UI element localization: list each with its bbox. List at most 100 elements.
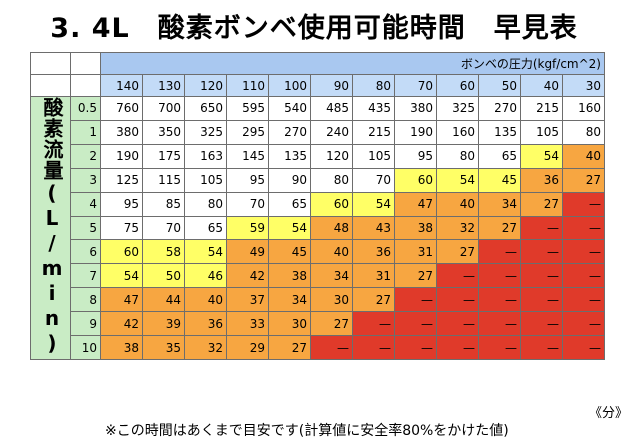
- duration-cell: 760: [100, 96, 143, 121]
- pressure-value-cell: 30: [562, 74, 605, 97]
- duration-cell: 485: [310, 96, 353, 121]
- duration-cell: 46: [184, 263, 227, 289]
- duration-cell: 54: [268, 215, 311, 241]
- flow-rate-cell: 9: [70, 311, 101, 337]
- duration-cell: —: [310, 335, 353, 360]
- duration-cell: 135: [478, 119, 521, 145]
- flow-rate-cell: 0.5: [70, 96, 101, 121]
- table-row: 1 380 350 325 295 270 240 215 190 160 135 105 80: [31, 119, 605, 145]
- duration-cell: 48: [310, 215, 353, 241]
- table-row: 2 190 175 163 145 135 120 105 95 80 65 54 40: [31, 143, 605, 169]
- flow-rate-cell: 2: [70, 143, 101, 169]
- duration-cell: 105: [352, 143, 395, 169]
- pressure-value-cell: 130: [142, 74, 185, 97]
- duration-cell: 40: [436, 191, 479, 217]
- duration-cell: 650: [184, 96, 227, 121]
- duration-cell: 325: [184, 119, 227, 145]
- footnote: ※この時間はあくまで目安です(計算値に安全率80%をかけた値): [105, 423, 509, 439]
- duration-cell: 39: [142, 311, 185, 337]
- duration-cell: 27: [436, 239, 479, 265]
- table-row: 7 54 50 46 42 38 34 31 27— — — —: [31, 263, 605, 289]
- duration-cell: 215: [352, 119, 395, 145]
- duration-cell: 34: [268, 287, 311, 313]
- duration-cell: 70: [352, 167, 395, 193]
- pressure-value-cell: 100: [268, 74, 311, 97]
- duration-cell: 80: [310, 167, 353, 193]
- duration-cell: 27: [268, 335, 311, 360]
- duration-cell: 31: [394, 239, 437, 265]
- duration-cell: —: [562, 311, 605, 337]
- duration-cell: 36: [184, 311, 227, 337]
- duration-cell: —: [478, 311, 521, 337]
- duration-cell: 105: [184, 167, 227, 193]
- corner-cell: [30, 52, 71, 75]
- duration-cell: 37: [226, 287, 269, 313]
- duration-cell: 42: [226, 263, 269, 289]
- duration-cell: —: [352, 311, 395, 337]
- duration-cell: 325: [436, 96, 479, 121]
- duration-cell: 95: [226, 167, 269, 193]
- duration-cell: 190: [394, 119, 437, 145]
- unit-note: 《分》: [589, 406, 628, 421]
- pressure-values-row: 140 130 120 110 100 90 80 70 60 50 40 30: [30, 74, 605, 97]
- duration-cell: 65: [478, 143, 521, 169]
- duration-cell: —: [478, 335, 521, 360]
- duration-cell: 32: [184, 335, 227, 360]
- duration-cell: 27: [520, 191, 563, 217]
- flow-rate-cell: 4: [70, 191, 101, 217]
- duration-cell: 31: [352, 263, 395, 289]
- duration-cell: 60: [394, 167, 437, 193]
- duration-cell: 160: [436, 119, 479, 145]
- duration-cell: 32: [436, 215, 479, 241]
- duration-cell: —: [478, 263, 521, 289]
- duration-cell: 95: [394, 143, 437, 169]
- duration-cell: 27: [352, 287, 395, 313]
- duration-cell: —: [352, 335, 395, 360]
- duration-cell: 295: [226, 119, 269, 145]
- duration-cell: 35: [142, 335, 185, 360]
- duration-cell: 54: [184, 239, 227, 265]
- duration-cell: 163: [184, 143, 227, 169]
- pressure-value-cell: 90: [310, 74, 353, 97]
- duration-cell: 58: [142, 239, 185, 265]
- duration-cell: 65: [184, 215, 227, 241]
- pressure-value-cell: 80: [352, 74, 395, 97]
- duration-cell: 27: [394, 263, 437, 289]
- duration-cell: 44: [142, 287, 185, 313]
- duration-cell: —: [436, 263, 479, 289]
- page-title: 3. 4L 酸素ボンベ使用可能時間 早見表: [50, 13, 578, 44]
- pressure-value-cell: 140: [100, 74, 143, 97]
- duration-cell: 85: [142, 191, 185, 217]
- duration-cell: 40: [310, 239, 353, 265]
- duration-cell: 45: [478, 167, 521, 193]
- duration-cell: 120: [310, 143, 353, 169]
- duration-cell: —: [520, 335, 563, 360]
- duration-cell: 80: [184, 191, 227, 217]
- duration-cell: —: [478, 239, 521, 265]
- duration-cell: —: [520, 215, 563, 241]
- duration-cell: 27: [310, 311, 353, 337]
- duration-cell: 75: [100, 215, 143, 241]
- pressure-value-cell: 70: [394, 74, 437, 97]
- pressure-value-cell: 40: [520, 74, 563, 97]
- duration-cell: 40: [562, 143, 605, 169]
- flow-rate-cell: 6: [70, 239, 101, 265]
- flow-rate-cell: 1: [70, 119, 101, 145]
- duration-cell: —: [562, 263, 605, 289]
- duration-cell: 115: [142, 167, 185, 193]
- flow-rate-cell: 7: [70, 263, 101, 289]
- duration-cell: 65: [268, 191, 311, 217]
- duration-cell: 350: [142, 119, 185, 145]
- duration-cell: 43: [352, 215, 395, 241]
- duration-cell: —: [562, 287, 605, 313]
- duration-cell: 40: [184, 287, 227, 313]
- corner-cell: [30, 74, 71, 97]
- table-row: 5 75 70 65 59 54 48 43 38 32 27— —: [31, 215, 605, 241]
- duration-cell: —: [562, 215, 605, 241]
- flow-header: 酸素流量(L/min): [40, 97, 64, 356]
- duration-cell: 30: [310, 287, 353, 313]
- pressure-header: ボンベの圧力(kgf/cm^2): [100, 52, 605, 75]
- duration-cell: 80: [562, 119, 605, 145]
- duration-cell: 29: [226, 335, 269, 360]
- corner-cell: [70, 52, 101, 75]
